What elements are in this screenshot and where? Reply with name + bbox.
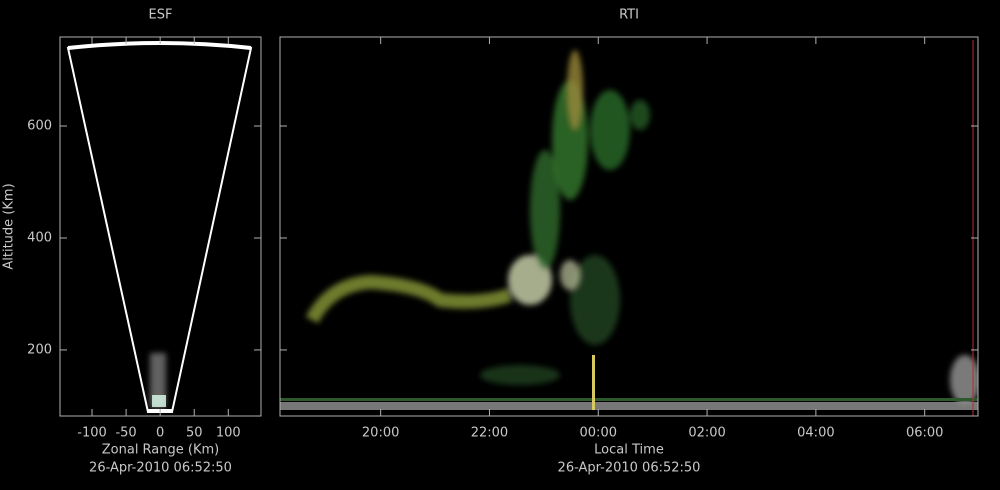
y-tick-label: 600 (27, 119, 52, 134)
x-axis-label: Local Time (594, 443, 664, 458)
x-tick-label: 50 (186, 426, 203, 441)
x-tick-label: 06:00 (906, 426, 943, 441)
x-tick-label: 0 (156, 426, 164, 441)
panel-title: ESF (149, 8, 173, 23)
x-tick-label: -50 (115, 426, 136, 441)
panel-title: RTI (619, 8, 639, 23)
y-axis-label: Altitude (Km) (2, 183, 17, 269)
x-tick-label: 04:00 (797, 426, 834, 441)
plot-frame (279, 36, 979, 417)
x-tick-label: 22:00 (471, 426, 508, 441)
rti-image (280, 40, 978, 416)
x-tick-label: 02:00 (688, 426, 725, 441)
y-tick-label: 400 (27, 230, 52, 245)
date-label: 26-Apr-2010 06:52:50 (558, 461, 701, 476)
x-tick-label: 20:00 (362, 426, 399, 441)
x-tick-label: -100 (77, 426, 107, 441)
x-axis-label: Zonal Range (Km) (102, 443, 219, 458)
y-tick-label: 200 (27, 342, 52, 357)
x-tick-label: 100 (216, 426, 241, 441)
x-tick-label: 00:00 (580, 426, 617, 441)
esf-image (66, 41, 253, 413)
date-label: 26-Apr-2010 06:52:50 (89, 461, 232, 476)
